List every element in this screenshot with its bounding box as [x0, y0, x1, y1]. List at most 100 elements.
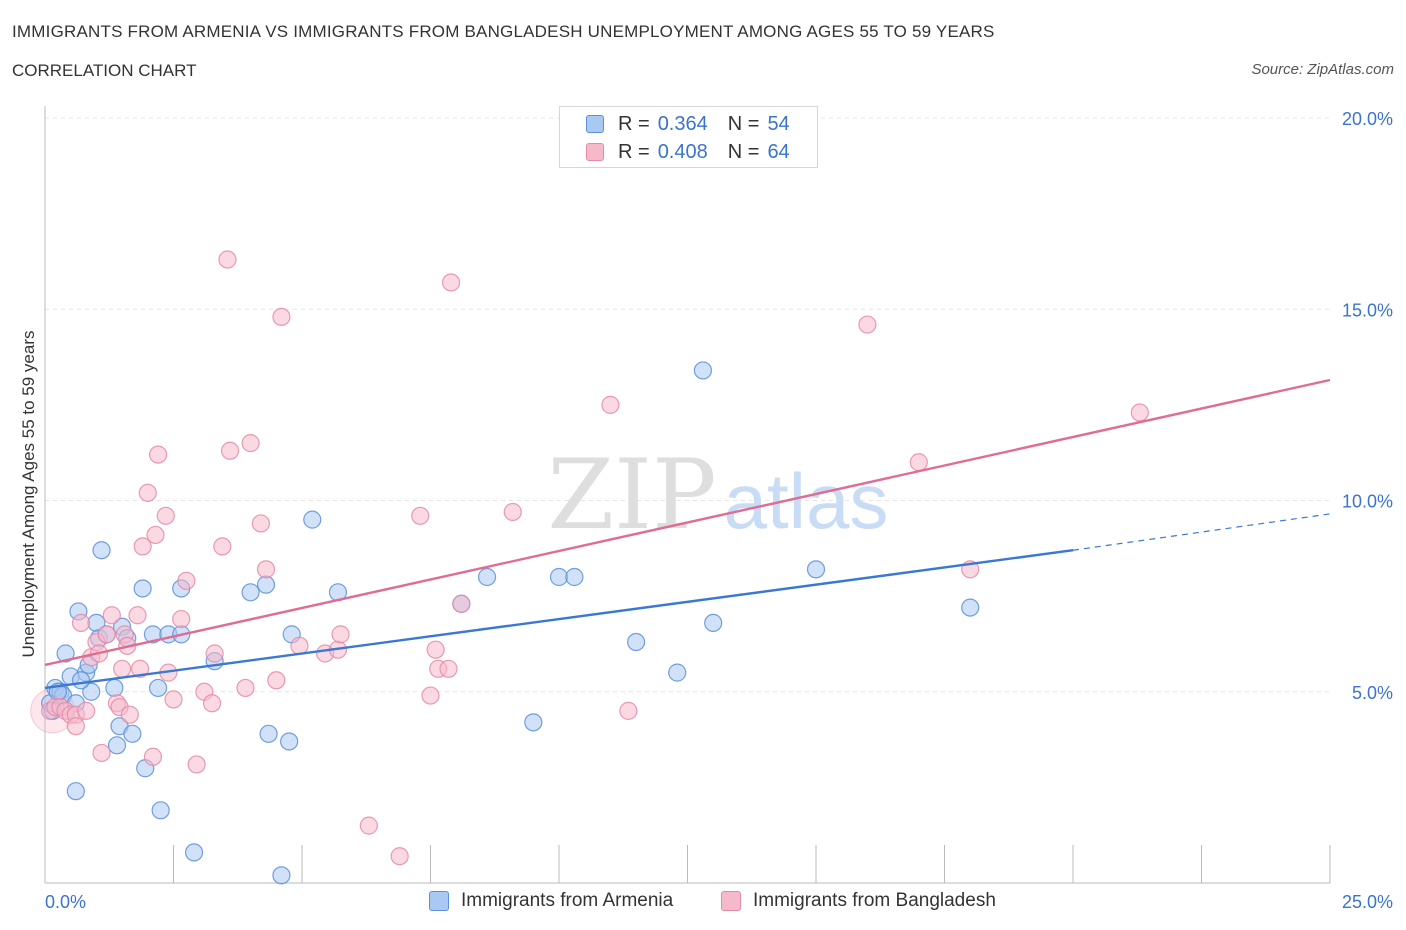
- bangladesh-point: [426, 640, 445, 659]
- r-label: R =: [618, 112, 650, 135]
- bangladesh-point: [187, 755, 206, 774]
- tick-labels: 5.0% 10.0% 15.0% 20.0% 0.0% 25.0%: [45, 109, 1393, 912]
- armenia-point: [626, 632, 646, 652]
- bangladesh-point: [71, 613, 91, 633]
- armenia-point: [66, 782, 85, 801]
- watermark-atlas: atlas: [724, 457, 889, 545]
- stats-row-armenia: R = 0.364 N = 54: [586, 112, 790, 136]
- armenia-legend-swatch: [429, 891, 449, 911]
- bangladesh-point: [138, 483, 157, 502]
- watermark: ZIP atlas: [547, 439, 888, 551]
- y-tick-label: 10.0%: [1342, 492, 1393, 512]
- bangladesh-point: [236, 678, 255, 698]
- bangladesh-point: [202, 694, 222, 713]
- bangladesh-point: [146, 525, 165, 545]
- bangladesh-point: [441, 273, 461, 292]
- legend-item-armenia[interactable]: Immigrants from Armenia: [429, 890, 673, 912]
- bangladesh-point: [290, 636, 309, 655]
- bangladesh-point: [164, 690, 183, 709]
- bangladesh-point: [452, 594, 471, 613]
- y-tick-label: 15.0%: [1342, 300, 1393, 320]
- bangladesh-point: [130, 659, 150, 678]
- legend-item-bangladesh[interactable]: Immigrants from Bangladesh: [721, 890, 996, 912]
- bangladesh-point: [213, 537, 232, 556]
- bangladesh-point: [421, 686, 440, 705]
- armenia-point: [241, 583, 260, 602]
- armenia-point: [303, 510, 322, 529]
- bangladesh-point: [66, 717, 85, 736]
- armenia-point: [549, 567, 569, 587]
- bangladesh-point: [177, 571, 196, 590]
- chart-title: IMMIGRANTS FROM ARMENIA VS IMMIGRANTS FR…: [12, 22, 995, 41]
- series-legend: Immigrants from Armenia Immigrants from …: [0, 890, 1406, 914]
- n-label: N =: [727, 112, 760, 135]
- legend-label-bangladesh: Immigrants from Bangladesh: [753, 890, 996, 911]
- bangladesh-point: [148, 445, 168, 464]
- bangladesh-point: [241, 434, 260, 453]
- armenia-point: [961, 598, 980, 617]
- data-points: [30, 250, 1149, 885]
- bangladesh-point: [172, 609, 191, 629]
- bangladesh-point: [92, 743, 111, 763]
- y-tick-label: 5.0%: [1352, 683, 1393, 703]
- bangladesh-point: [1130, 403, 1149, 422]
- armenia-point: [693, 361, 713, 380]
- armenia-point: [256, 575, 276, 594]
- r-label: R =: [618, 140, 650, 163]
- bangladesh-point: [102, 606, 121, 625]
- n-label: N =: [727, 140, 760, 163]
- watermark-zip: ZIP: [547, 439, 716, 551]
- bangladesh-point: [133, 537, 152, 556]
- armenia-point: [92, 541, 111, 560]
- bangladesh-point: [205, 644, 224, 663]
- bangladesh-point: [390, 847, 409, 866]
- bangladesh-point: [267, 671, 286, 690]
- axes: [44, 106, 1331, 884]
- bangladesh-trend-line: [44, 378, 1331, 667]
- bangladesh-point: [601, 395, 620, 414]
- bangladesh-point: [77, 701, 96, 720]
- bangladesh-point: [439, 659, 458, 678]
- bangladesh-point: [120, 705, 139, 724]
- armenia-point: [806, 560, 826, 579]
- armenia-point: [148, 678, 168, 698]
- x-tick-label: 0.0%: [45, 892, 86, 912]
- armenia-point: [184, 843, 204, 862]
- stats-row-bangladesh: R = 0.408 N = 64: [586, 140, 790, 164]
- armenia-trend-extension: [1072, 513, 1331, 551]
- armenia-point: [524, 713, 543, 732]
- bangladesh-point: [218, 250, 237, 269]
- armenia-point: [259, 724, 278, 743]
- bangladesh-point: [359, 816, 378, 835]
- bangladesh-point: [97, 625, 116, 644]
- bangladesh-point: [143, 747, 163, 766]
- x-tick-label: 25.0%: [1342, 892, 1393, 912]
- r-value: 0.408: [657, 140, 708, 163]
- stats-legend: R = 0.364 N = 54 R = 0.408 N = 64: [559, 106, 818, 168]
- armenia-point: [565, 567, 584, 587]
- armenia-point: [668, 663, 687, 682]
- bangladesh-point: [156, 506, 175, 525]
- bangladesh-point: [112, 659, 132, 678]
- armenia-point: [123, 724, 142, 743]
- y-tick-label: 20.0%: [1342, 109, 1393, 129]
- n-value: 64: [767, 140, 790, 163]
- bangladesh-point: [619, 701, 638, 720]
- y-axis-label: Unemployment Among Ages 55 to 59 years: [19, 331, 38, 658]
- armenia-point: [133, 579, 152, 598]
- chart-subtitle: CORRELATION CHART: [12, 61, 197, 80]
- armenia-point: [280, 732, 299, 751]
- bangladesh-point: [272, 307, 291, 326]
- armenia-point: [477, 567, 497, 587]
- bangladesh-point: [128, 606, 147, 625]
- bangladesh-point: [331, 625, 350, 644]
- armenia-point: [704, 613, 723, 633]
- legend-label-armenia: Immigrants from Armenia: [461, 890, 674, 911]
- armenia-trend-line: [44, 549, 1074, 690]
- bangladesh-point: [858, 315, 877, 334]
- armenia-point: [56, 644, 75, 663]
- bangladesh-point: [411, 506, 430, 525]
- source-label: Source: ZipAtlas.com: [1251, 61, 1394, 78]
- armenia-point: [151, 801, 170, 820]
